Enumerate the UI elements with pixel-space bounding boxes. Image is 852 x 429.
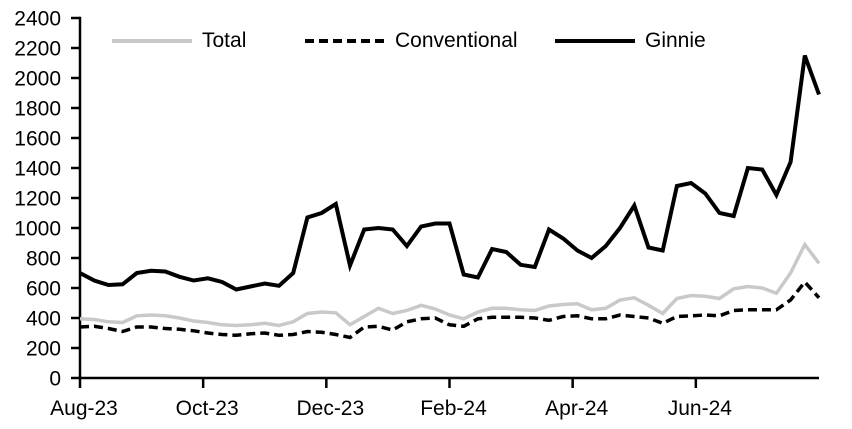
y-axis-tick-label: 2200 bbox=[14, 38, 61, 61]
series-line-total bbox=[79, 241, 821, 328]
y-axis-tick-label: 400 bbox=[26, 308, 61, 331]
x-axis-tick-label: Dec-23 bbox=[296, 397, 364, 420]
y-axis-tick-label: 1800 bbox=[14, 98, 61, 121]
y-axis-tick-label: 1200 bbox=[14, 188, 61, 211]
y-axis-tick-label: 2400 bbox=[14, 8, 61, 31]
y-axis-tick-label: 800 bbox=[26, 248, 61, 271]
y-axis-tick-label: 200 bbox=[26, 338, 61, 361]
y-axis-tick-label: 600 bbox=[26, 278, 61, 301]
series-line-ginnie bbox=[79, 54, 821, 292]
x-axis-tick-label: Aug-23 bbox=[50, 397, 118, 420]
x-axis-tick-label: Oct-23 bbox=[176, 397, 239, 420]
series-line-conventional bbox=[79, 279, 821, 340]
y-axis-tick-label: 0 bbox=[49, 368, 61, 391]
y-axis-tick-label: 2000 bbox=[14, 68, 61, 91]
x-axis-tick-label: Jun-24 bbox=[668, 397, 733, 420]
y-axis-tick-label: 1000 bbox=[14, 218, 61, 241]
y-axis-tick-label: 1400 bbox=[14, 158, 61, 181]
y-axis-tick-label: 1600 bbox=[14, 128, 61, 151]
x-axis-tick-label: Apr-24 bbox=[545, 397, 608, 420]
x-axis-tick-label: Feb-24 bbox=[420, 397, 487, 420]
